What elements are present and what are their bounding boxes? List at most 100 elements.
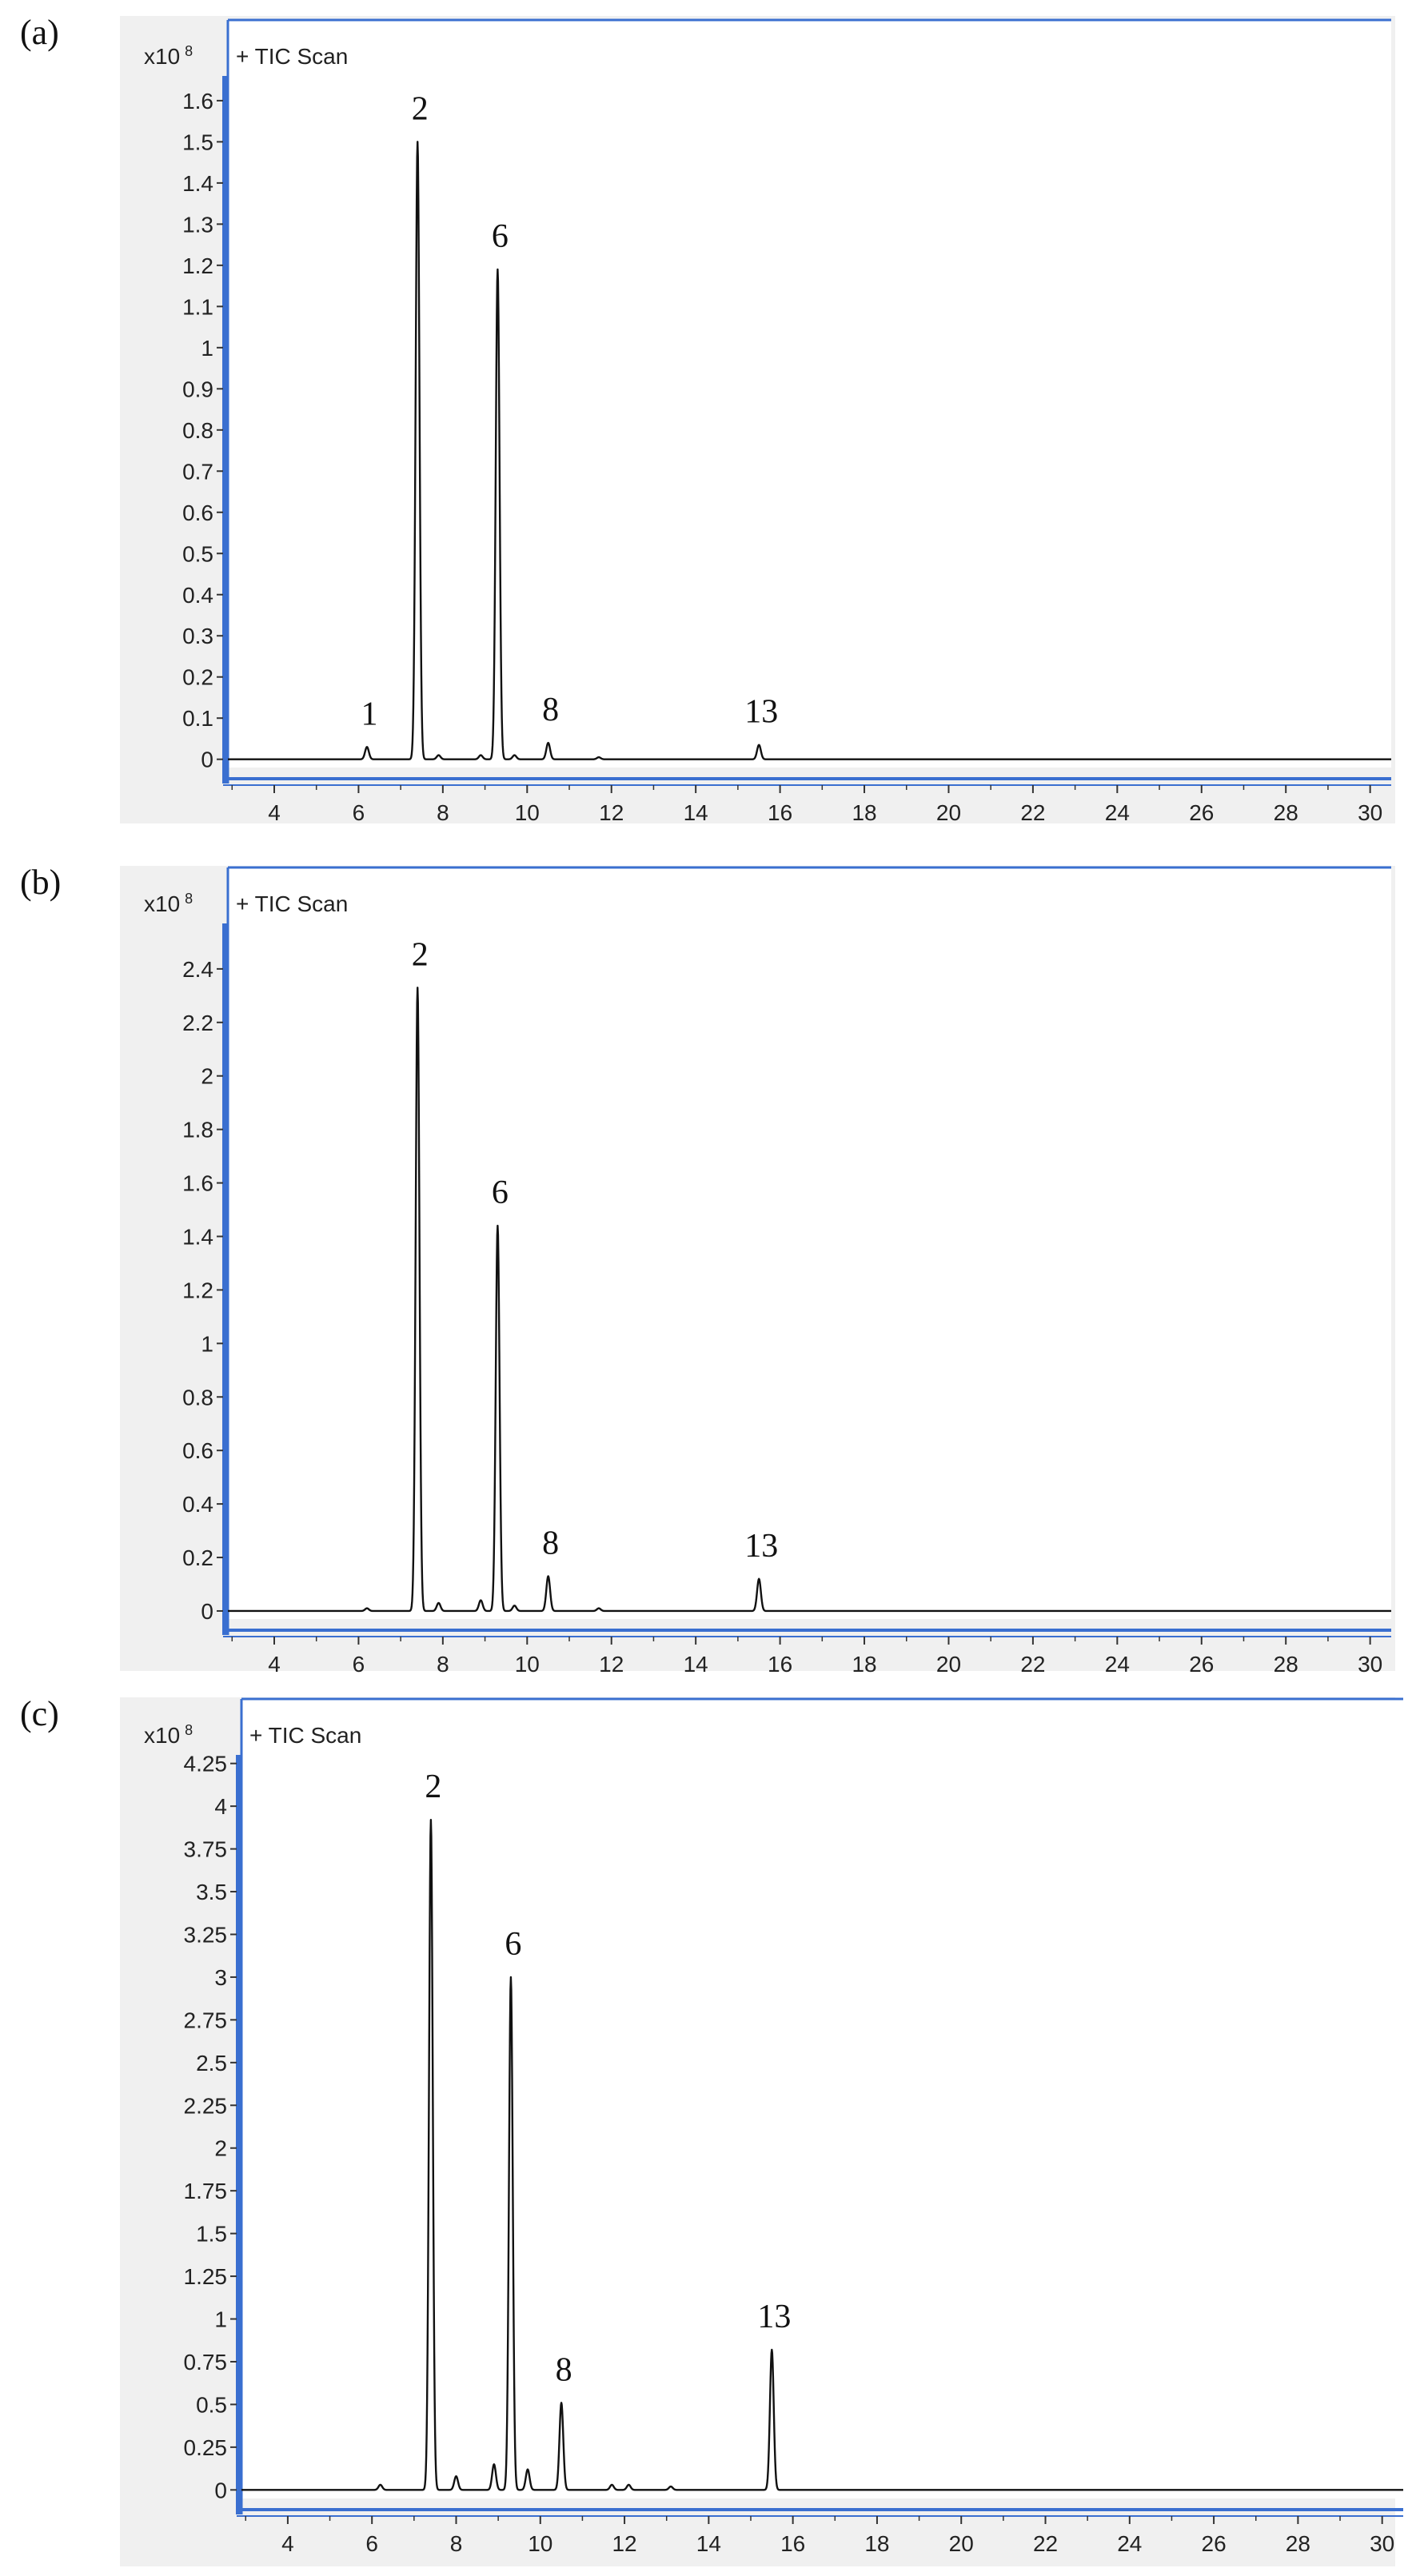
- x-tick-label: 28: [1286, 2531, 1310, 2556]
- x-tick-label: 6: [353, 800, 365, 825]
- plot-area: [228, 867, 1391, 1619]
- y-tick-label: 0.4: [182, 583, 213, 608]
- panel-label: (a): [20, 13, 59, 52]
- peak-label-6: 6: [492, 218, 509, 255]
- peak-label-8: 8: [542, 1525, 559, 1561]
- y-tick-label: 1: [214, 2307, 227, 2332]
- panel-label: (b): [20, 863, 61, 902]
- y-tick-label: 1.3: [182, 212, 213, 237]
- y-unit-exponent: 8: [185, 43, 193, 59]
- y-tick-label: 2.75: [184, 2008, 228, 2032]
- peak-label-13: 13: [757, 2299, 791, 2335]
- y-tick-label: 1.75: [184, 2179, 228, 2203]
- x-tick-label: 28: [1274, 800, 1298, 825]
- y-tick-label: 1.6: [182, 89, 213, 114]
- x-tick-label: 16: [768, 1652, 792, 1677]
- x-tick-label: 4: [268, 800, 281, 825]
- y-unit-prefix: x10: [144, 44, 180, 69]
- y-tick-label: 0.6: [182, 1438, 213, 1463]
- x-tick-label: 20: [936, 800, 961, 825]
- x-tick-label: 26: [1189, 800, 1214, 825]
- y-tick-label: 1.5: [196, 2222, 227, 2247]
- x-tick-label: 20: [949, 2531, 974, 2556]
- y-tick-label: 0.1: [182, 706, 213, 731]
- x-tick-label: 12: [612, 2531, 636, 2556]
- y-tick-label: 1.25: [184, 2264, 228, 2289]
- peak-label-13: 13: [744, 694, 778, 731]
- x-tick-label: 22: [1020, 1652, 1045, 1677]
- y-tick-label: 3: [214, 1965, 227, 1990]
- x-tick-label: 14: [684, 1652, 708, 1677]
- y-tick-label: 0: [201, 748, 213, 772]
- series-label: + TIC Scan: [236, 891, 348, 916]
- x-tick-label: 18: [864, 2531, 889, 2556]
- x-tick-label: 24: [1117, 2531, 1142, 2556]
- tic-trace: [227, 987, 1392, 1613]
- x-tick-label: 26: [1202, 2531, 1227, 2556]
- x-tick-label: 18: [852, 1652, 876, 1677]
- x-tick-label: 24: [1105, 800, 1130, 825]
- peak-label-2: 2: [425, 1769, 441, 1805]
- peak-label-2: 2: [412, 90, 429, 127]
- y-tick-label: 2.4: [182, 957, 213, 982]
- tic-trace: [241, 1819, 1404, 2491]
- y-unit-exponent: 8: [185, 891, 193, 907]
- x-tick-label: 22: [1033, 2531, 1058, 2556]
- x-tick-label: 10: [528, 2531, 552, 2556]
- x-tick-label: 12: [599, 800, 624, 825]
- x-tick-label: 12: [599, 1652, 624, 1677]
- x-tick-label: 16: [780, 2531, 805, 2556]
- y-unit-label: x10 8: [144, 891, 193, 916]
- y-tick-label: 1.6: [182, 1171, 213, 1196]
- x-tick-label: 6: [353, 1652, 365, 1677]
- y-tick-label: 4: [214, 1794, 227, 1819]
- tic-trace: [227, 141, 1392, 760]
- y-tick-label: 2.25: [184, 2093, 228, 2118]
- peak-label-8: 8: [542, 692, 559, 728]
- x-tick-label: 30: [1370, 2531, 1394, 2556]
- y-tick-label: 1.2: [182, 253, 213, 278]
- x-tick-label: 30: [1358, 800, 1382, 825]
- plot-area: [241, 1699, 1403, 2498]
- y-tick-label: 1: [201, 336, 213, 361]
- y-unit-label: x10 8: [144, 43, 193, 69]
- y-unit-prefix: x10: [144, 891, 180, 916]
- y-tick-label: 1.1: [182, 294, 213, 319]
- x-tick-label: 4: [281, 2531, 294, 2556]
- y-tick-label: 0.75: [184, 2350, 228, 2375]
- y-unit-label: x10 8: [144, 1722, 193, 1748]
- y-tick-label: 2: [201, 1064, 213, 1089]
- y-tick-label: 0.4: [182, 1492, 213, 1517]
- x-tick-label: 24: [1105, 1652, 1130, 1677]
- y-unit-prefix: x10: [144, 1723, 180, 1748]
- peak-label-6: 6: [492, 1174, 509, 1211]
- x-tick-label: 22: [1020, 800, 1045, 825]
- y-tick-label: 3.5: [196, 1880, 227, 1904]
- plot-area: [228, 20, 1391, 768]
- y-tick-label: 0.5: [196, 2392, 227, 2417]
- x-tick-label: 6: [365, 2531, 378, 2556]
- x-tick-label: 4: [268, 1652, 281, 1677]
- peak-label-6: 6: [505, 1926, 521, 1963]
- x-tick-label: 26: [1189, 1652, 1214, 1677]
- y-tick-label: 0.9: [182, 377, 213, 401]
- y-tick-label: 0.8: [182, 418, 213, 443]
- y-tick-label: 1.4: [182, 171, 213, 196]
- x-tick-label: 8: [437, 800, 449, 825]
- x-tick-label: 14: [684, 800, 708, 825]
- y-tick-label: 2.5: [196, 2051, 227, 2076]
- y-tick-label: 2: [214, 2136, 227, 2161]
- y-tick-label: 1: [201, 1331, 213, 1356]
- x-tick-label: 8: [450, 2531, 463, 2556]
- y-tick-label: 2.2: [182, 1011, 213, 1035]
- y-tick-label: 3.75: [184, 1837, 228, 1862]
- peak-label-8: 8: [556, 2351, 572, 2388]
- x-tick-label: 16: [768, 800, 792, 825]
- y-tick-label: 0.7: [182, 459, 213, 484]
- y-tick-label: 0.8: [182, 1385, 213, 1410]
- chart-panel-c: (c) + TIC Scan x10 8 0 0.25 0.5 0.75 1 1.25 1.5 1.7…: [20, 1694, 1404, 2566]
- y-tick-label: 0.3: [182, 624, 213, 648]
- y-tick-label: 0.2: [182, 1545, 213, 1570]
- series-label: + TIC Scan: [236, 44, 348, 69]
- y-tick-label: 1.5: [182, 130, 213, 154]
